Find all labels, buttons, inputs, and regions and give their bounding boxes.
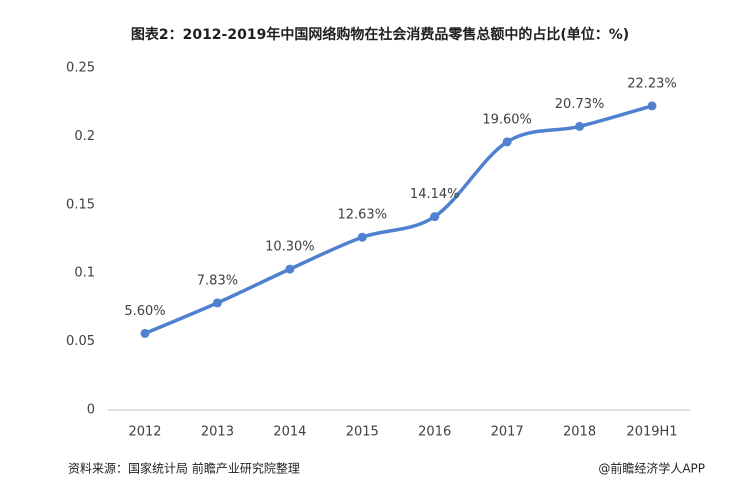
credit: @前瞻经济学人APP <box>598 461 705 476</box>
data-point <box>212 298 222 308</box>
data-point <box>140 328 150 338</box>
y-tick-label: 0.2 <box>74 129 95 144</box>
x-tick-label: 2013 <box>201 425 234 440</box>
data-label: 20.73% <box>555 97 605 112</box>
data-label: 19.60% <box>482 112 532 127</box>
data-point <box>285 264 295 274</box>
data-point <box>357 232 367 242</box>
data-label: 5.60% <box>124 304 165 319</box>
x-tick-label: 2018 <box>563 425 596 440</box>
y-tick-label: 0.25 <box>66 61 95 76</box>
x-tick-label: 2012 <box>128 425 161 440</box>
data-line <box>144 104 653 336</box>
data-point <box>430 212 440 222</box>
data-label: 14.14% <box>410 187 460 202</box>
x-tick-label: 2014 <box>273 425 306 440</box>
data-label: 22.23% <box>627 76 677 91</box>
y-tick-label: 0 <box>87 403 95 418</box>
x-tick-label: 2015 <box>346 425 379 440</box>
data-point <box>575 121 585 131</box>
y-tick-label: 0.05 <box>66 334 95 349</box>
data-label: 10.30% <box>265 240 315 255</box>
y-tick-label: 0.1 <box>74 266 95 281</box>
data-label: 7.83% <box>197 273 238 288</box>
data-point <box>647 101 657 111</box>
x-tick-label: 2019H1 <box>626 425 677 440</box>
data-point <box>502 137 512 147</box>
y-tick-label: 0.15 <box>66 197 95 212</box>
chart-title: 图表2：2012-2019年中国网络购物在社会消费品零售总额中的占比(单位：%) <box>131 26 629 43</box>
data-label: 12.63% <box>337 208 387 223</box>
x-tick-label: 2017 <box>491 425 524 440</box>
x-tick-label: 2016 <box>418 425 451 440</box>
source-note: 资料来源：国家统计局 前瞻产业研究院整理 <box>68 461 300 476</box>
